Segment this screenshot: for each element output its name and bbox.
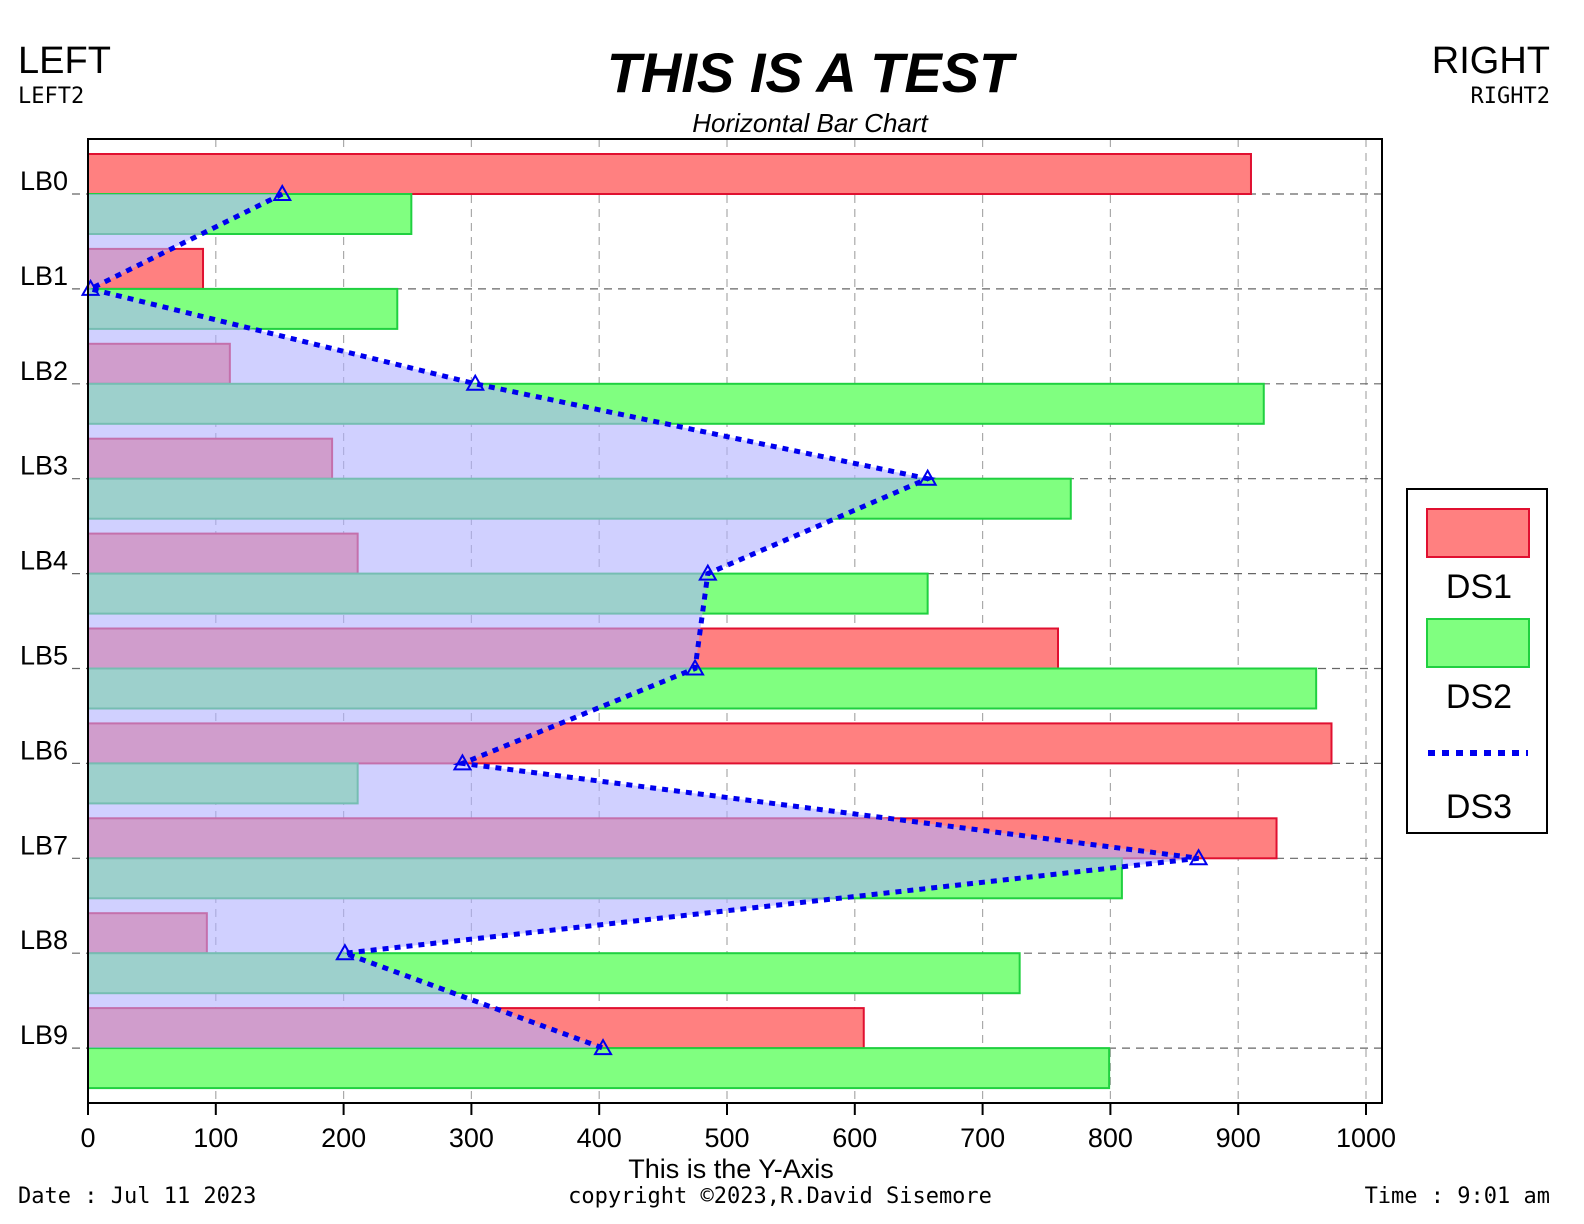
left-label: LEFT — [18, 40, 111, 82]
x-tick-label: 300 — [449, 1123, 494, 1153]
x-tick-label: 400 — [577, 1123, 622, 1153]
legend-label-ds1: DS1 — [1445, 568, 1513, 606]
marker-ds3-LB1 — [80, 278, 101, 296]
bar-ds1-LB0 — [87, 153, 1252, 195]
footer-time: Time : 9:01 am — [1364, 1184, 1550, 1209]
marker-ds3-LB3 — [917, 468, 938, 486]
plot-frame — [87, 138, 1383, 1104]
left-label-2: LEFT2 — [18, 84, 85, 109]
marker-ds3-LB0 — [272, 183, 292, 201]
category-label-LB4: LB4 — [20, 546, 68, 576]
footer-date: Date : Jul 11 2023 — [18, 1184, 257, 1209]
legend-swatch-ds3 — [1428, 750, 1528, 756]
footer-copyright: copyright ©2023,R.David Sisemore — [568, 1184, 992, 1209]
chart-subtitle: Horizontal Bar Chart — [692, 108, 928, 138]
legend: DS1 DS2 DS3 — [1406, 488, 1548, 834]
legend-swatch-ds2 — [1426, 618, 1530, 668]
x-tick-label: 0 — [80, 1123, 95, 1153]
legend-swatch-ds1 — [1426, 508, 1530, 558]
x-axis-title: This is the Y-Axis — [628, 1154, 834, 1184]
x-tick-label: 800 — [1088, 1123, 1133, 1153]
area-ds3 — [88, 194, 1199, 1049]
category-label-LB8: LB8 — [20, 925, 68, 955]
marker-ds3-LB4 — [698, 563, 718, 581]
marker-ds3-LB5 — [685, 658, 705, 676]
x-tick-label: 1000 — [1336, 1123, 1396, 1153]
category-label-LB9: LB9 — [20, 1020, 68, 1050]
x-tick-label: 600 — [832, 1123, 877, 1153]
category-label-LB6: LB6 — [20, 735, 68, 765]
category-label-LB0: LB0 — [20, 166, 68, 196]
marker-ds3-LB9 — [593, 1038, 613, 1056]
x-tick-label: 900 — [1216, 1123, 1261, 1153]
legend-label-ds2: DS2 — [1445, 678, 1513, 716]
marker-ds3-LB2 — [465, 373, 485, 391]
marker-ds3-LB7 — [1188, 848, 1209, 866]
legend-label-ds3: DS3 — [1445, 788, 1513, 826]
marker-ds3-LB6 — [452, 753, 473, 771]
category-label-LB3: LB3 — [20, 451, 68, 481]
right-label: RIGHT — [1431, 40, 1550, 82]
x-tick-label: 100 — [193, 1123, 238, 1153]
right-label-2: RIGHT2 — [1470, 84, 1550, 109]
chart-title: THIS IS A TEST — [606, 41, 1014, 104]
category-label-LB2: LB2 — [20, 356, 68, 386]
marker-ds3-LB8 — [335, 943, 355, 961]
line-ds3 — [83, 191, 1199, 1051]
x-tick-label: 200 — [321, 1123, 366, 1153]
x-tick-label: 700 — [960, 1123, 1005, 1153]
category-label-LB7: LB7 — [20, 830, 68, 860]
x-tick-label: 500 — [704, 1123, 749, 1153]
category-label-LB1: LB1 — [20, 261, 68, 291]
category-label-LB5: LB5 — [20, 641, 68, 671]
